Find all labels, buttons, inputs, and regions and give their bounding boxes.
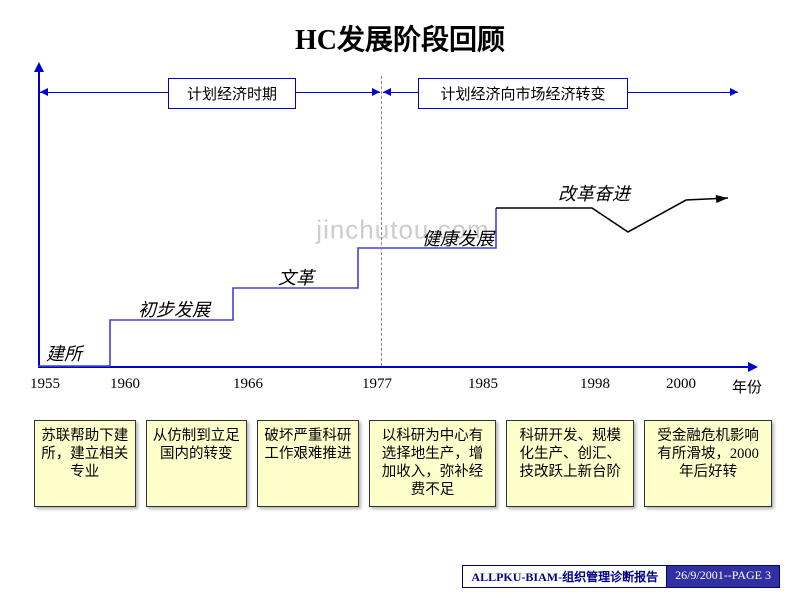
stage-label: 健康发展 (422, 225, 494, 251)
stage-label: 建所 (46, 340, 82, 366)
period-label: 计划经济向市场经济转变 (418, 78, 628, 109)
period-arrow-right-icon (372, 88, 380, 96)
footer-source: ALLPKU-BIAM-组织管理诊断报告 (462, 565, 667, 588)
x-tick-label: 1985 (468, 376, 498, 393)
stage-label: 文革 (278, 264, 314, 290)
x-tick-label: 1966 (233, 376, 263, 393)
timeline-chart: jinchutou.com 计划经济时期计划经济向市场经济转变 建所初步发展文革… (38, 70, 768, 390)
description-box: 破坏严重科研工作艰难推进 (257, 420, 359, 507)
description-box: 以科研为中心有选择地生产，增加收入，弥补经费不足 (369, 420, 497, 507)
description-box: 科研开发、规模化生产、创汇、技改跃上新台阶 (506, 420, 634, 507)
description-box: 受金融危机影响有所滑坡，2000年后好转 (644, 420, 772, 507)
stage-label: 改革奋进 (558, 180, 630, 206)
period-arrow-right-icon (730, 88, 738, 96)
x-tick-label: 1998 (580, 376, 610, 393)
page-title: HC发展阶段回顾 (0, 0, 800, 58)
x-tick-label: 2000 (666, 376, 696, 393)
x-tick-label: 1955 (30, 376, 60, 393)
footer: ALLPKU-BIAM-组织管理诊断报告 26/9/2001--PAGE 3 (462, 565, 780, 588)
description-boxes: 苏联帮助下建所，建立相关专业从仿制到立足国内的转变破坏严重科研工作艰难推进以科研… (34, 420, 772, 507)
footer-date-page: 26/9/2001--PAGE 3 (667, 565, 780, 588)
x-axis (38, 366, 750, 368)
x-tick-label: 年份 (732, 376, 762, 397)
description-box: 苏联帮助下建所，建立相关专业 (34, 420, 136, 507)
period-arrow-left-icon (40, 88, 48, 96)
x-tick-label: 1960 (110, 376, 140, 393)
x-tick-label: 1977 (362, 376, 392, 393)
y-axis (38, 70, 40, 368)
step-line (38, 70, 768, 390)
period-divider (381, 76, 382, 366)
period-label: 计划经济时期 (168, 78, 296, 109)
description-box: 从仿制到立足国内的转变 (146, 420, 248, 507)
period-arrow-left-icon (383, 88, 391, 96)
stage-label: 初步发展 (138, 296, 210, 322)
